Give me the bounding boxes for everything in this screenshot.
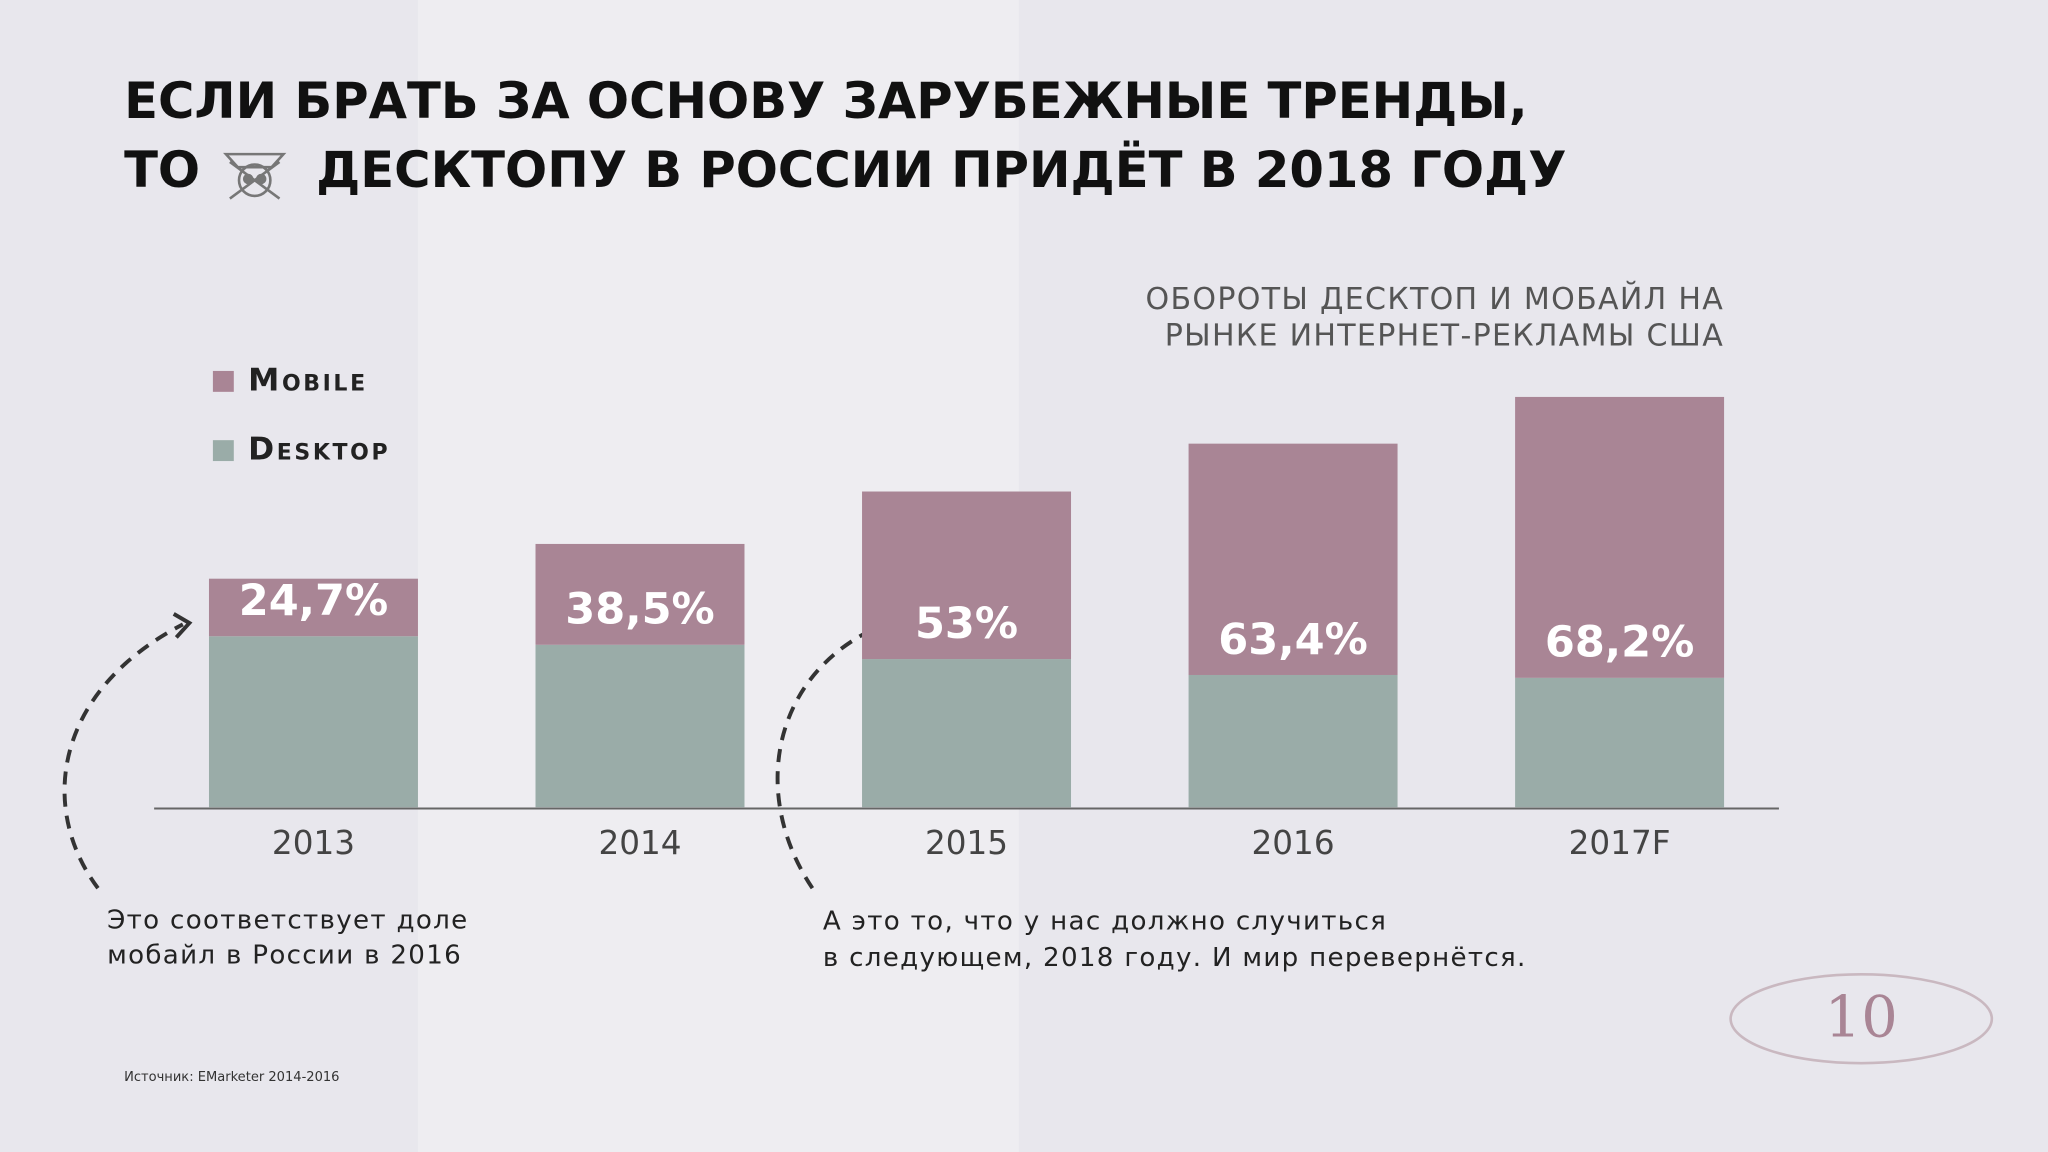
bar-segment [862, 659, 1072, 808]
x-tick-label: 2015 [925, 824, 1008, 862]
x-tick-label: 2017F [1569, 824, 1671, 862]
legend-swatch [212, 370, 234, 392]
annotation: А это то, что у нас должно случиться [823, 907, 1387, 937]
legend-swatch [212, 440, 234, 462]
bar-segment [208, 636, 418, 808]
arrowhead [172, 612, 193, 639]
data-label: 53% [915, 599, 1018, 649]
title-line: ДЕСКТОПУ В РОССИИ ПРИДЁТ В 2018 ГОДУ [316, 141, 1566, 199]
source: Источник: EMarketer 2014-2016 [124, 1070, 339, 1085]
annotation: в следующем, 2018 году. И мир перевернёт… [823, 943, 1527, 973]
title-line: ЕСЛИ БРАТЬ ЗА ОСНОВУ ЗАРУБЕЖНЫЕ ТРЕНДЫ, [124, 72, 1528, 130]
legend-label: Desktop [248, 432, 390, 468]
page-number: 10 [1825, 983, 1898, 1050]
bar-segment [862, 491, 1072, 660]
subtitle-line: РЫНКЕ ИНТЕРНЕТ-РЕКЛАМЫ США [1165, 318, 1724, 353]
bar-segment [1515, 677, 1725, 808]
bar-segment [535, 644, 745, 808]
bar-segment [1188, 443, 1398, 675]
annotation: мобайл в России в 2016 [107, 941, 462, 971]
annotation: Это соответствует доле [107, 905, 468, 935]
title-line: ТО [124, 141, 200, 199]
data-label: 24,7% [239, 576, 389, 626]
legend-label: Mobile [248, 362, 368, 398]
x-tick-label: 2013 [272, 824, 355, 862]
data-label: 63,4% [1218, 615, 1368, 665]
data-label: 68,2% [1545, 618, 1695, 668]
x-tick-label: 2016 [1252, 824, 1335, 862]
bar-segment [535, 543, 745, 645]
bar-segment [1515, 396, 1725, 678]
page-badge [1729, 973, 1994, 1065]
skull-icon [223, 152, 287, 200]
bar-segment [1188, 674, 1398, 808]
subtitle-line: ОБОРОТЫ ДЕСКТОП И МОБАЙЛ НА [1146, 281, 1725, 317]
bar-segment [208, 578, 418, 637]
arrow [62, 622, 184, 890]
data-label: 38,5% [565, 585, 715, 635]
x-tick-label: 2014 [598, 824, 681, 862]
